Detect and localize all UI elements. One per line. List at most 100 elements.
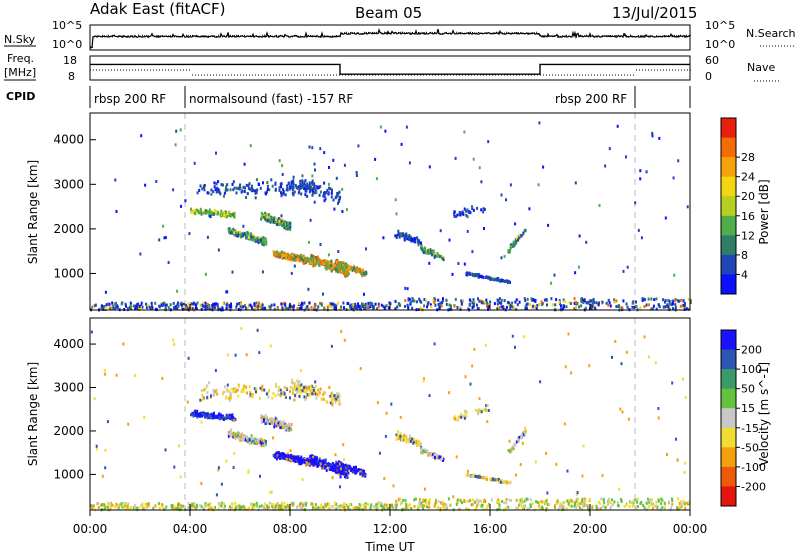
scatter-cell (291, 503, 294, 507)
scatter-cell (477, 475, 480, 479)
scatter-cell (595, 301, 598, 305)
scatter-cell (270, 178, 273, 182)
scatter-cell (226, 212, 229, 216)
scatter-cell (235, 506, 238, 510)
scatter-cell (418, 297, 421, 301)
scatter-cell (269, 417, 272, 421)
scatter-cell (486, 301, 488, 305)
scatter-cell (266, 188, 269, 191)
scatter-cell (249, 391, 252, 395)
scatter-cell (412, 238, 415, 242)
scatter-cell (339, 485, 341, 489)
scatter-cell (321, 466, 324, 470)
scatter-cell (620, 500, 623, 503)
scatter-cell (214, 505, 216, 509)
scatter-cell (522, 506, 525, 510)
scatter-cell (429, 248, 432, 252)
scatter-cell (146, 503, 149, 507)
scatter-cell (639, 502, 642, 505)
scatter-cell (483, 300, 486, 304)
scatter-cell (304, 187, 307, 191)
scatter-cell (289, 455, 292, 459)
scatter-cell (520, 436, 523, 440)
scatter-cell (547, 223, 550, 227)
scatter-cell (155, 180, 158, 183)
scatter-cell (177, 503, 180, 507)
scatter-cell (259, 443, 262, 447)
scatter-cell (463, 499, 466, 502)
scatter-cell (685, 307, 688, 311)
scatter-cell (289, 389, 291, 393)
scatter-cell (397, 302, 400, 306)
scatter-cell (306, 182, 309, 186)
scatter-cell (479, 275, 482, 278)
scatter-cell (503, 501, 506, 505)
scatter-cell (364, 506, 367, 510)
scatter-cell (358, 507, 360, 510)
scatter-cell (262, 181, 264, 185)
scatter-cell (454, 417, 457, 421)
scatter-cell (523, 297, 526, 301)
scatter-cell (261, 439, 264, 443)
scatter-cell (580, 297, 583, 301)
scatter-cell (292, 257, 295, 261)
velocity-frame (89, 317, 691, 511)
power-cells (90, 113, 692, 312)
scatter-cell (215, 302, 218, 306)
scatter-cell (454, 297, 457, 301)
scatter-cell (297, 459, 300, 463)
scatter-cell (487, 140, 490, 144)
scatter-cell (429, 251, 432, 255)
scatter-cell (228, 210, 231, 214)
scatter-cell (400, 436, 403, 440)
scatter-cell (664, 305, 667, 309)
scatter-cell (280, 392, 283, 396)
scatter-cell (228, 397, 231, 401)
scatter-cell (301, 478, 304, 481)
scatter-cell (240, 505, 243, 509)
scatter-cell (201, 187, 204, 191)
scatter-cell (249, 187, 252, 191)
scatter-cell (369, 506, 372, 510)
scatter-cell (196, 301, 199, 305)
scatter-cell (518, 234, 521, 238)
scatter-cell (291, 188, 294, 192)
scatter-cell (363, 503, 366, 507)
scatter-cell (264, 306, 267, 310)
scatter-cell (345, 472, 347, 476)
scatter-cell (490, 498, 493, 502)
scatter-cell (520, 433, 523, 437)
scatter-cell (294, 386, 297, 390)
colorbar-tick-label: 16 (741, 210, 755, 223)
scatter-cell (215, 493, 218, 497)
scatter-cell (468, 210, 471, 213)
scatter-cell (217, 248, 220, 252)
scatter-cell (418, 443, 421, 447)
scatter-cell (570, 371, 573, 375)
scatter-cell (280, 302, 283, 306)
scatter-cell (656, 506, 659, 510)
scatter-cell (476, 206, 479, 210)
scatter-cell (595, 504, 598, 508)
scatter-cell (402, 498, 405, 502)
scatter-cell (311, 181, 313, 185)
scatter-cell (310, 306, 313, 309)
scatter-cell (380, 303, 383, 307)
scatter-cell (379, 125, 382, 129)
scatter-cell (192, 210, 195, 214)
scatter-cell (335, 304, 338, 308)
scatter-cell (398, 437, 401, 441)
scatter-cell (413, 237, 416, 241)
scatter-cell (395, 499, 398, 503)
scatter-cell (200, 210, 202, 214)
scatter-cell (496, 298, 499, 302)
scatter-cell (301, 389, 304, 393)
scatter-cell (441, 301, 444, 304)
scatter-cell (223, 213, 226, 217)
scatter-cell (311, 174, 314, 178)
scatter-cell (245, 183, 248, 187)
scatter-cell (175, 129, 178, 133)
scatter-cell (273, 303, 276, 307)
